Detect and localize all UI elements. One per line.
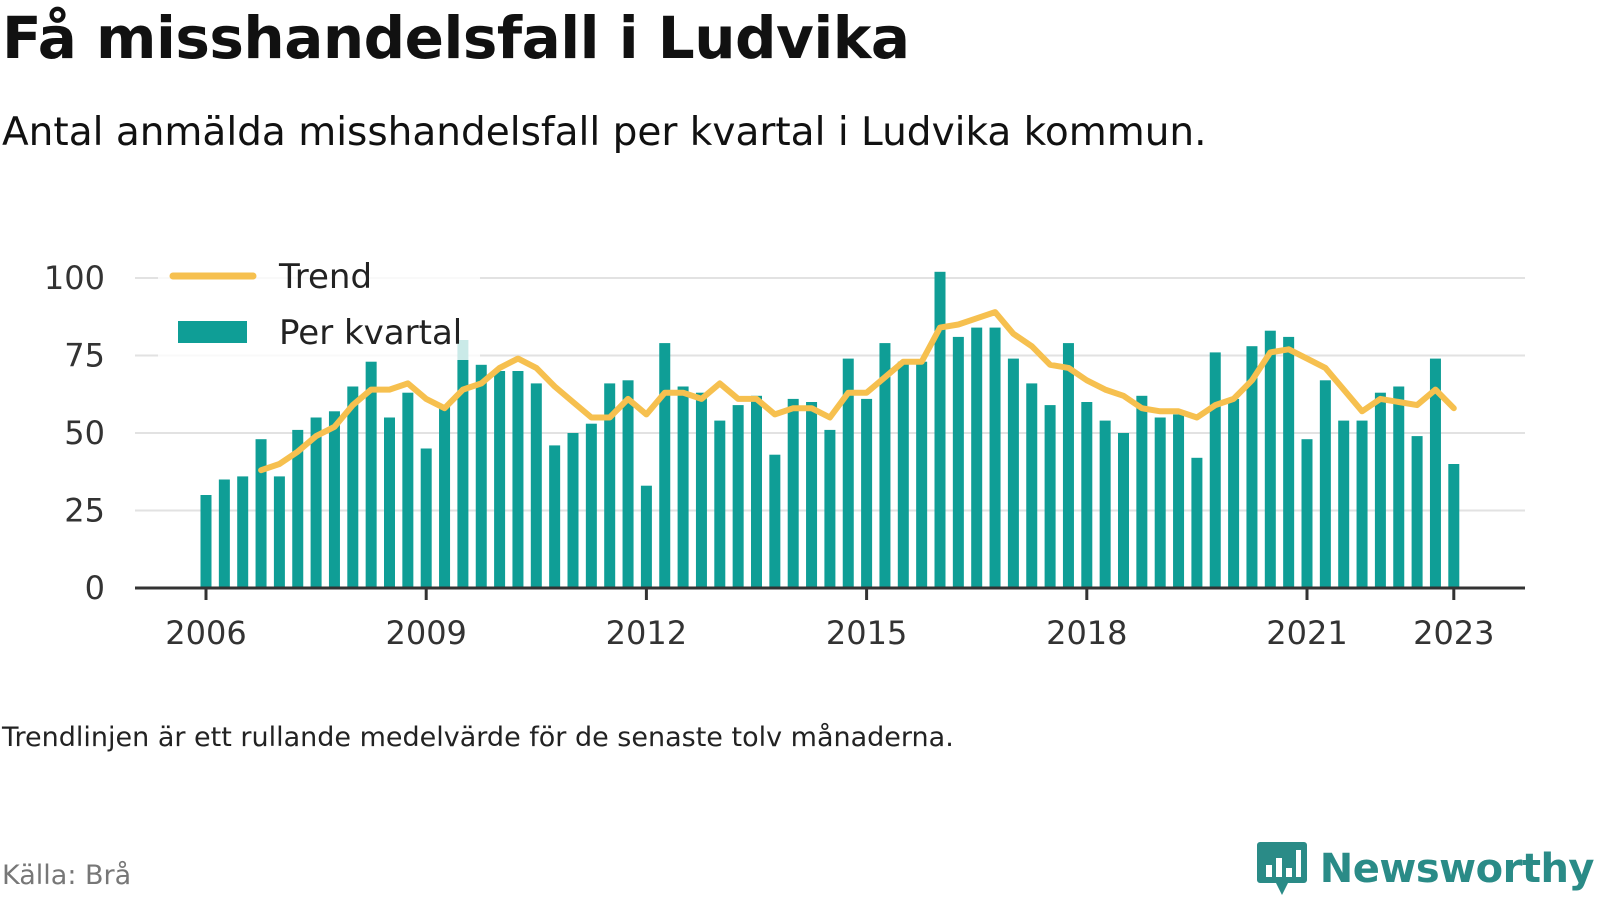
legend-label: Per kvartal [279, 313, 462, 353]
bar [1228, 398, 1240, 588]
bar [1319, 380, 1331, 588]
y-tick-label: 0 [85, 569, 105, 607]
bar [494, 371, 506, 588]
x-tick-label: 2021 [1266, 614, 1347, 652]
bar [622, 380, 634, 588]
chart-note: Trendlinjen är ett rullande medelvärde f… [2, 722, 954, 753]
bar [1374, 392, 1386, 588]
bar [714, 420, 726, 588]
bar [1026, 383, 1038, 588]
bar [1429, 358, 1441, 588]
source-label: Källa: Brå [2, 860, 132, 891]
bar [347, 386, 359, 588]
bar [549, 445, 561, 588]
bar [971, 327, 983, 588]
bar [457, 340, 469, 588]
x-tick-label: 2018 [1046, 614, 1127, 652]
bar [1411, 436, 1423, 588]
bar [1007, 358, 1019, 588]
bar [952, 336, 964, 588]
chart-title: Få misshandelsfall i Ludvika [2, 4, 910, 72]
bar [787, 398, 799, 588]
bar [200, 495, 212, 588]
bar [861, 398, 873, 588]
bar [1173, 414, 1185, 588]
y-tick-label: 25 [64, 492, 105, 530]
bar [659, 343, 671, 588]
x-tick-label: 2012 [606, 614, 687, 652]
y-tick-label: 50 [64, 414, 105, 452]
bar [1044, 405, 1056, 588]
bar [1209, 352, 1221, 588]
bar [1154, 417, 1166, 588]
bar [1191, 457, 1203, 588]
brand: Newsworthy [1256, 840, 1595, 898]
bar [640, 485, 652, 588]
brand-name: Newsworthy [1319, 846, 1595, 892]
bar [365, 361, 377, 588]
bar-series [200, 271, 1460, 588]
bar [1264, 330, 1276, 588]
bar [402, 392, 414, 588]
x-tick-label: 2023 [1413, 614, 1494, 652]
bar [695, 392, 707, 588]
bar [384, 417, 395, 588]
bar [292, 429, 304, 588]
legend: Trend Per kvartal [158, 252, 480, 360]
chart: 0 25 50 75 100 2006 2009 2012 2015 2018 2021 2023 T… [44, 252, 1525, 652]
bar [218, 479, 230, 588]
bar [1393, 386, 1405, 588]
bar [751, 395, 762, 588]
bar [1356, 420, 1368, 588]
bar [824, 429, 836, 588]
trend-line [258, 309, 1457, 474]
x-tick-label: 2015 [826, 614, 907, 652]
x-tick-label: 2006 [165, 614, 246, 652]
bar [677, 386, 689, 588]
bar [310, 417, 322, 588]
bar [512, 371, 524, 588]
bar [475, 364, 487, 588]
bar [806, 402, 818, 588]
bar [989, 327, 1001, 588]
axes: 0 25 50 75 100 2006 2009 2012 2015 2018 2021 2023 [44, 259, 1525, 652]
newsworthy-logo-icon [1256, 842, 1307, 895]
bar [530, 383, 542, 588]
bar [934, 271, 946, 588]
bar [439, 405, 451, 588]
trend-series [258, 309, 1457, 474]
bar [328, 411, 340, 588]
bar [1246, 346, 1258, 588]
bar [1118, 433, 1129, 588]
legend-label: Trend [278, 257, 372, 297]
bar [1338, 420, 1350, 588]
bar [567, 433, 579, 588]
bar [604, 383, 616, 588]
bar [732, 405, 744, 588]
legend-swatch-per-kvartal [178, 321, 247, 343]
bar [237, 476, 249, 588]
chart-subtitle: Antal anmälda misshandelsfall per kvarta… [2, 110, 1207, 155]
bar [1448, 464, 1460, 588]
bar [1136, 395, 1148, 588]
y-tick-label: 75 [64, 337, 105, 375]
x-tick-label: 2009 [385, 614, 466, 652]
bar [1283, 336, 1295, 588]
bar [273, 476, 285, 588]
bar [879, 343, 891, 588]
bar [1081, 402, 1093, 588]
bar [1062, 343, 1074, 588]
y-tick-label: 100 [44, 259, 105, 297]
bar [916, 361, 928, 588]
bar [255, 439, 267, 588]
bar [1301, 439, 1313, 588]
bar [585, 423, 597, 588]
bar [769, 454, 781, 588]
bar [420, 448, 432, 588]
bar [1099, 420, 1111, 588]
bar [897, 361, 909, 588]
bar [842, 358, 854, 588]
